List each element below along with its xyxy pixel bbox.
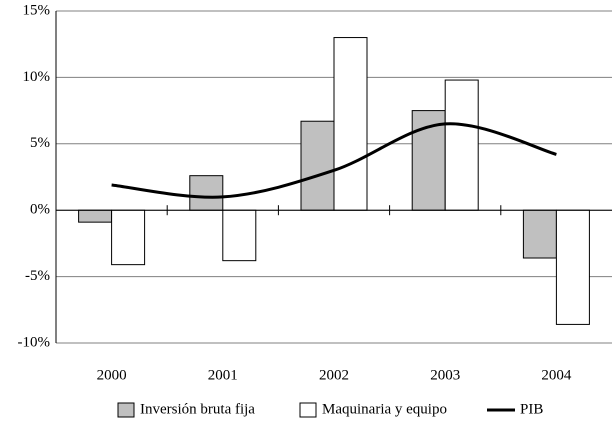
bar <box>444 79 479 211</box>
bar <box>189 175 224 211</box>
legend-swatch <box>117 402 135 418</box>
x-tick-label: 2003 <box>430 367 460 383</box>
y-tick-label: 15% <box>23 2 51 18</box>
bar <box>78 209 113 223</box>
bar <box>222 209 257 262</box>
legend-label: Inversión bruta fija <box>140 401 255 417</box>
x-tick-label: 2002 <box>319 367 349 383</box>
y-tick-label: 0% <box>30 202 50 218</box>
y-tick-label: -5% <box>25 268 50 284</box>
bar <box>555 209 590 325</box>
bar <box>522 209 557 259</box>
bar <box>111 209 146 266</box>
x-tick-label: 2000 <box>97 367 127 383</box>
bar <box>300 120 335 211</box>
y-tick-label: 10% <box>23 69 51 85</box>
x-tick-label: 2004 <box>541 367 572 383</box>
bar <box>333 37 368 211</box>
y-tick-label: -10% <box>18 334 51 350</box>
x-tick-label: 2001 <box>208 367 238 383</box>
line <box>111 122 557 199</box>
legend-label: Maquinaria y equipo <box>322 401 447 417</box>
legend-label: PIB <box>520 401 543 417</box>
y-tick-label: 5% <box>30 135 50 151</box>
legend-swatch <box>299 402 317 418</box>
